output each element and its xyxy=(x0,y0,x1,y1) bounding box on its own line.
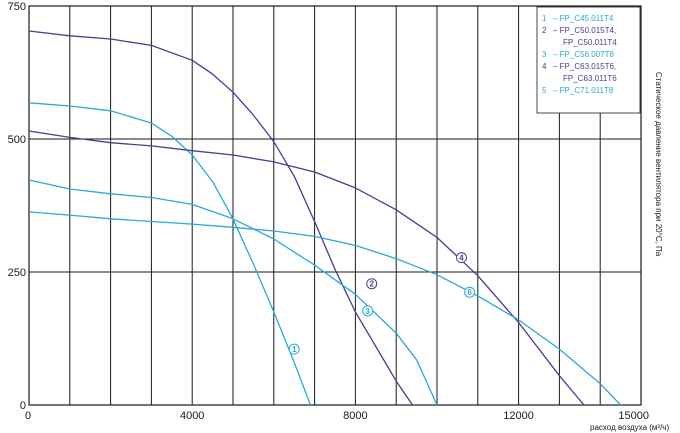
legend-number: 1 xyxy=(542,14,547,23)
legend-label: – FP_C56.007T8 xyxy=(553,50,614,59)
legend-number: 3 xyxy=(542,50,547,59)
series-line-4 xyxy=(28,130,585,406)
curve-marker-label: 2 xyxy=(369,280,374,289)
curve-marker-circle xyxy=(288,343,300,355)
y-axis-title: Статическое давление вентилятора при 20°… xyxy=(654,72,663,257)
grid xyxy=(28,5,642,406)
legend-label: – FP_C45.011T4 xyxy=(553,14,614,23)
curve-marker-label: 3 xyxy=(365,307,370,316)
curve-marker-label: 1 xyxy=(292,345,297,354)
series-line-1 xyxy=(28,102,312,406)
legend-number: 5 xyxy=(542,86,547,95)
y-tick-label: 0 xyxy=(20,400,26,412)
y-tick-label: 750 xyxy=(8,1,26,13)
x-tick-label: 12000 xyxy=(503,410,534,422)
x-tick-label: 4000 xyxy=(180,410,204,422)
curve-marker-label: 6 xyxy=(467,288,472,297)
legend-label: – FP_C71.011T8 xyxy=(553,86,614,95)
curve-marker-circle xyxy=(464,286,476,298)
x-axis-title: расход воздуха (м³/ч) xyxy=(590,423,669,432)
legend-label: – FP_C50.015T4, xyxy=(553,26,616,35)
legend-label: FP_C63.011T6 xyxy=(563,74,617,83)
curve-marker-label: 4 xyxy=(459,254,464,263)
series-line-5 xyxy=(28,211,622,406)
curve-markers: 1 2 3 4 6 xyxy=(288,252,476,355)
curve-marker-circle xyxy=(362,305,374,317)
curve-marker-circle xyxy=(366,278,378,290)
legend-number: 4 xyxy=(542,62,547,71)
series-line-2 xyxy=(28,30,414,406)
legend-box xyxy=(536,6,641,114)
curve-marker-circle xyxy=(455,252,467,264)
series-group xyxy=(28,30,622,406)
legend: 1 – FP_C45.011T4 2 – FP_C50.015T4, FP_C50.01… xyxy=(536,6,641,114)
legend-number: 2 xyxy=(542,26,547,35)
plot-frame xyxy=(28,5,642,406)
x-tick-label: 0 xyxy=(25,410,31,422)
legend-label: – FP_C63.015T6, xyxy=(553,62,616,71)
x-tick-label: 8000 xyxy=(343,410,367,422)
legend-label: FP_C50.011T4 xyxy=(563,38,617,47)
y-tick-label: 500 xyxy=(8,134,26,146)
y-tick-label: 250 xyxy=(8,267,26,279)
x-tick-label: 15000 xyxy=(618,410,649,422)
tick-labels: 0 4000 8000 12000 15000 0 250 500 750 xyxy=(8,1,649,422)
